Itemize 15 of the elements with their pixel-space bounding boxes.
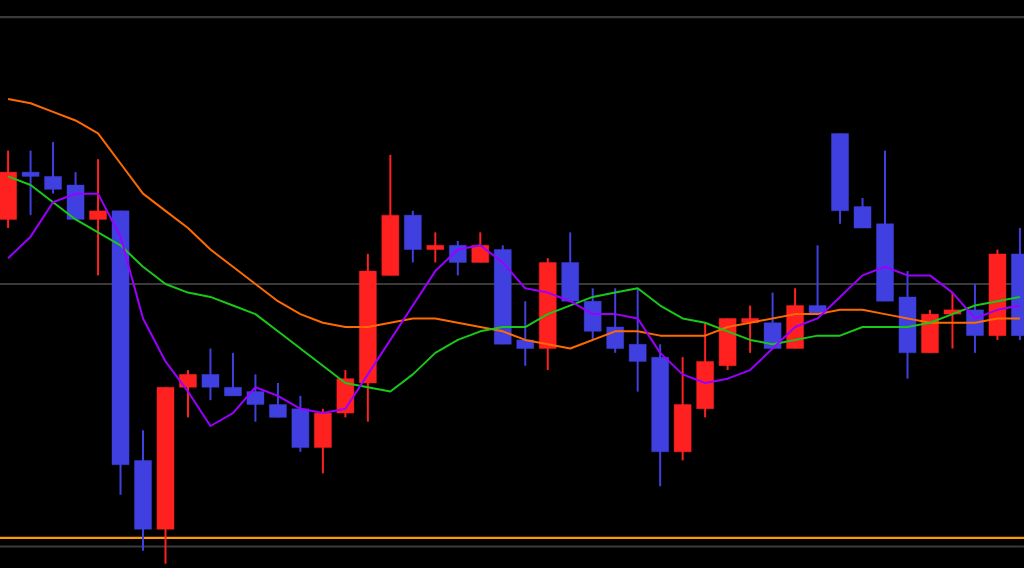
candlestick xyxy=(246,373,265,423)
candlestick xyxy=(224,351,242,397)
candlestick xyxy=(201,347,220,402)
candlestick xyxy=(21,149,40,217)
candlestick xyxy=(269,381,287,419)
candlestick xyxy=(853,196,872,230)
candlestick xyxy=(471,231,490,264)
candlestick xyxy=(628,287,647,393)
candlestick xyxy=(516,300,534,367)
candlestick xyxy=(44,141,62,195)
candlestick xyxy=(179,369,197,419)
candlestick xyxy=(808,244,827,316)
candlestick xyxy=(426,231,445,264)
candlestick xyxy=(89,158,107,277)
candlestick xyxy=(606,287,624,354)
